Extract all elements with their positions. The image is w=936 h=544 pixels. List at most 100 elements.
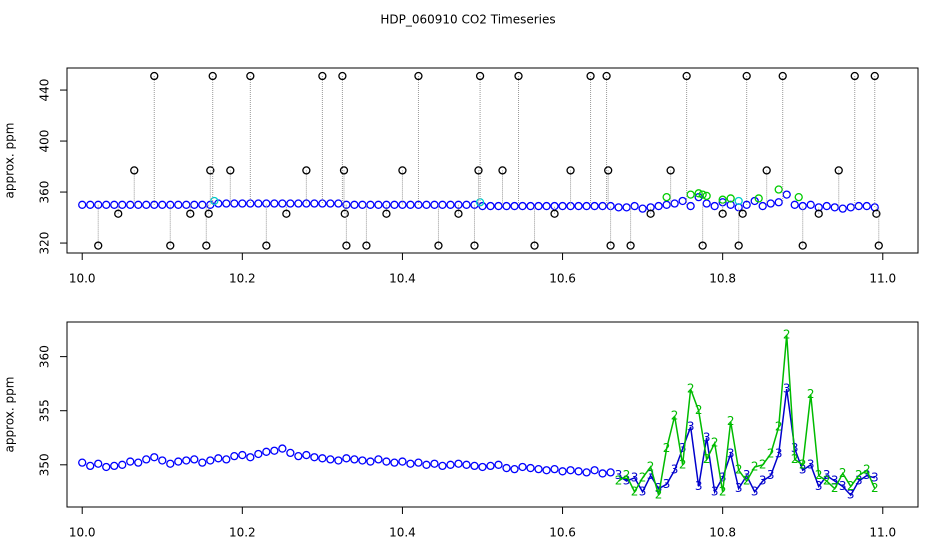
y-axis-label: approx. ppm xyxy=(3,123,17,199)
point xyxy=(754,194,763,203)
point xyxy=(518,462,527,472)
point xyxy=(326,199,335,208)
point xyxy=(414,71,423,81)
x-tick-label: 11.0 xyxy=(869,272,896,286)
point xyxy=(158,200,167,209)
point-label: 2 xyxy=(847,479,855,493)
point xyxy=(339,166,349,175)
point xyxy=(510,201,519,211)
point xyxy=(142,455,151,464)
point xyxy=(698,241,707,250)
point-label: 2 xyxy=(759,457,767,471)
point xyxy=(718,209,727,218)
point xyxy=(534,201,543,211)
point xyxy=(530,241,539,250)
point xyxy=(150,200,159,209)
point xyxy=(318,199,327,208)
point xyxy=(838,204,847,213)
point-label: 3 xyxy=(799,463,807,477)
point xyxy=(406,200,415,209)
point xyxy=(574,201,583,211)
point xyxy=(454,209,463,218)
point xyxy=(686,201,695,211)
point xyxy=(206,166,215,175)
point xyxy=(542,201,551,211)
point xyxy=(550,464,559,474)
point xyxy=(342,200,351,209)
y-tick-label: 320 xyxy=(38,232,52,255)
point xyxy=(846,203,855,212)
point xyxy=(342,241,351,250)
point xyxy=(246,453,255,462)
point xyxy=(710,201,719,211)
point xyxy=(310,199,319,208)
point xyxy=(454,459,463,468)
point xyxy=(110,200,119,209)
point xyxy=(302,450,311,460)
point xyxy=(406,459,415,468)
point-label: 3 xyxy=(775,446,783,460)
point xyxy=(334,456,343,465)
point-label: 2 xyxy=(807,387,815,401)
x-tick-label: 10.8 xyxy=(709,272,736,286)
point xyxy=(822,201,831,211)
point xyxy=(390,200,399,209)
point-label: 3 xyxy=(871,470,879,484)
point xyxy=(86,200,95,209)
point xyxy=(526,463,535,473)
point xyxy=(398,457,407,466)
point xyxy=(794,193,803,202)
x-tick-label: 10.2 xyxy=(229,526,256,540)
point xyxy=(862,201,871,211)
point xyxy=(198,200,207,209)
point xyxy=(446,460,455,469)
point xyxy=(614,203,623,212)
point xyxy=(638,204,647,213)
point-label: 3 xyxy=(815,479,823,493)
point-label: 2 xyxy=(831,481,839,495)
point xyxy=(94,459,103,468)
point-label: 3 xyxy=(631,470,639,484)
point xyxy=(782,190,791,199)
point-label: 3 xyxy=(655,481,663,495)
point xyxy=(518,201,527,211)
point xyxy=(134,200,143,209)
point xyxy=(486,461,495,471)
point xyxy=(834,166,843,175)
point xyxy=(318,454,327,463)
point-label: 2 xyxy=(743,474,751,488)
point-label: 3 xyxy=(767,468,775,482)
point-label: 3 xyxy=(735,481,743,495)
y-tick-label: 355 xyxy=(38,399,52,422)
point xyxy=(734,241,743,250)
point xyxy=(246,71,255,81)
point xyxy=(166,241,175,250)
point-label: 2 xyxy=(735,463,743,477)
point xyxy=(190,200,199,209)
point xyxy=(262,447,271,456)
y-tick-label: 350 xyxy=(38,453,52,476)
point-label: 2 xyxy=(655,488,663,502)
point xyxy=(774,185,783,194)
point-label: 3 xyxy=(823,468,831,482)
point xyxy=(602,71,611,81)
point xyxy=(222,455,231,464)
point xyxy=(798,241,807,250)
point xyxy=(758,201,767,211)
point xyxy=(114,209,123,218)
point xyxy=(318,71,327,81)
point-label: 2 xyxy=(679,457,687,471)
point xyxy=(582,468,591,477)
point xyxy=(502,201,511,211)
point xyxy=(190,455,199,464)
point xyxy=(502,463,511,473)
point-label: 2 xyxy=(799,457,807,471)
point xyxy=(270,446,279,455)
point xyxy=(126,200,135,209)
point xyxy=(534,464,543,474)
point xyxy=(358,456,367,465)
point xyxy=(702,191,711,201)
point xyxy=(350,455,359,464)
point xyxy=(662,193,671,202)
point xyxy=(586,71,595,81)
